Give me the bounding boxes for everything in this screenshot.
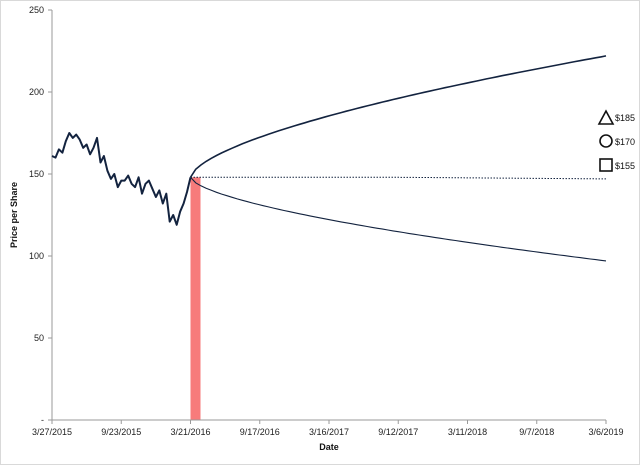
- y-tick-label: 200: [29, 87, 44, 97]
- legend-label: $170: [615, 137, 635, 147]
- legend-item-square: $155: [599, 158, 635, 172]
- x-ticks: 3/27/2015 9/23/2015 3/21/2016 9/17/2016 3/16…: [32, 420, 624, 437]
- x-tick-label: 9/12/2017: [378, 427, 418, 437]
- y-tick-label: 150: [29, 169, 44, 179]
- legend-item-triangle: $185: [597, 109, 635, 125]
- legend-label: $155: [615, 161, 635, 171]
- x-tick-label: 3/11/2018: [448, 427, 487, 437]
- series-layer: [51, 55, 607, 262]
- series-line-projection-upper: [189, 55, 607, 178]
- triangle-icon: [597, 109, 615, 125]
- x-axis-title: Date: [319, 442, 339, 452]
- y-ticks: - 50 100 150 200 250: [29, 5, 52, 425]
- x-tick-label: 3/21/2016: [170, 427, 210, 437]
- x-tick-label: 9/17/2016: [240, 427, 280, 437]
- y-tick-label: 250: [29, 5, 44, 15]
- series-line-projection-lower: [190, 176, 607, 262]
- legend-label: $185: [615, 113, 635, 123]
- circle-icon: [599, 134, 613, 148]
- y-tick-label: 100: [29, 251, 44, 261]
- x-tick-label: 3/27/2015: [32, 427, 72, 437]
- x-tick-label: 3/16/2017: [309, 427, 349, 437]
- square-icon: [599, 158, 613, 172]
- y-axis-title: Price per Share: [9, 182, 19, 248]
- y-tick-label: -: [41, 415, 44, 425]
- y-tick-label: 50: [34, 333, 44, 343]
- price-bar: [190, 177, 201, 420]
- x-tick-label: 9/23/2015: [101, 427, 141, 437]
- bar-layer: [190, 177, 201, 420]
- legend-item-circle: $170: [599, 134, 635, 148]
- x-tick-label: 9/7/2018: [519, 427, 554, 437]
- x-tick-label: 3/6/2019: [588, 427, 623, 437]
- series-line-projection-flat: [190, 176, 607, 180]
- series-line-history: [51, 132, 192, 226]
- legend: $185 $170 $155: [597, 109, 635, 172]
